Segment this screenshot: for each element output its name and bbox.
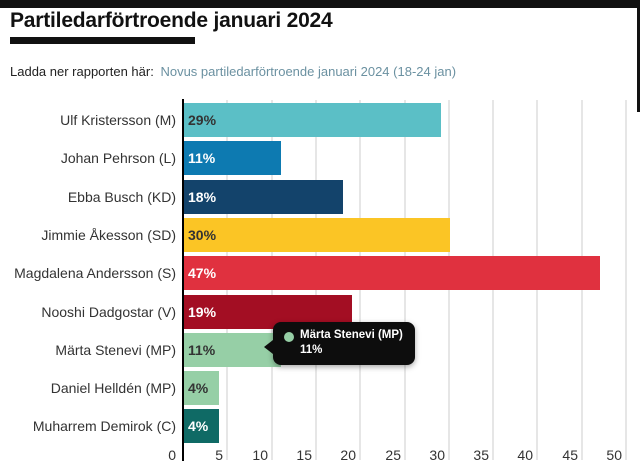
x-tick-label-30: 30 (429, 447, 445, 463)
x-tick-label-15: 15 (296, 447, 312, 463)
category-label: Muharrem Demirok (C) (32, 418, 176, 434)
tooltip-series-name: Märta Stenevi (MP) (300, 329, 403, 341)
title-underline (10, 37, 195, 44)
x-tick-label-45: 45 (562, 447, 578, 463)
category-label: Märta Stenevi (MP) (55, 342, 176, 358)
category-label: Jimmie Åkesson (SD) (41, 227, 176, 243)
bar-muharrem-demirok-c[interactable]: 4% (184, 409, 219, 443)
bar-value-label: 4% (188, 380, 209, 396)
x-tick-label-40: 40 (517, 447, 533, 463)
bar-value-label: 11% (188, 342, 216, 358)
x-tick-label-35: 35 (473, 447, 489, 463)
category-label: Daniel Helldén (MP) (50, 380, 176, 396)
download-report-link[interactable]: Novus partiledarförtroende januari 2024 … (160, 64, 457, 79)
category-label: Nooshi Dadgostar (V) (41, 304, 176, 320)
x-tick-label-20: 20 (340, 447, 356, 463)
gridline-50 (625, 100, 627, 460)
tooltip-arrow (264, 340, 273, 354)
bar-johan-pehrson-l[interactable]: 11% (184, 141, 281, 175)
x-tick-label-50: 50 (606, 447, 622, 463)
x-tick-label-5: 5 (215, 447, 223, 463)
tooltip-value: 11% (300, 344, 323, 356)
tooltip-series-dot (284, 332, 294, 342)
download-label: Ladda ner rapporten här: (10, 64, 154, 79)
category-label: Ulf Kristersson (M) (60, 112, 176, 128)
y-axis-line (182, 99, 184, 461)
bar-value-label: 11% (188, 150, 216, 166)
bar-ulf-kristersson-m[interactable]: 29% (184, 103, 441, 137)
category-label: Magdalena Andersson (S) (14, 265, 176, 281)
x-tick-label-10: 10 (252, 447, 268, 463)
bar-ebba-busch-kd[interactable]: 18% (184, 180, 343, 214)
tooltip: Märta Stenevi (MP) 11% (264, 322, 415, 365)
bar-value-label: 47% (188, 265, 217, 281)
bar-jimmie-kesson-sd[interactable]: 30% (184, 218, 450, 252)
x-tick-label-25: 25 (385, 447, 401, 463)
bar-value-label: 18% (188, 189, 217, 205)
bar-daniel-helld-n-mp[interactable]: 4% (184, 371, 219, 405)
category-label: Ebba Busch (KD) (67, 189, 176, 205)
page-title: Partiledarförtroende januari 2024 (10, 9, 333, 32)
bar-value-label: 30% (188, 227, 217, 243)
download-line: Ladda ner rapporten här: Novus partileda… (10, 64, 456, 79)
category-label: Johan Pehrson (L) (60, 150, 176, 166)
x-tick-label-0: 0 (168, 447, 176, 463)
bar-magdalena-andersson-s[interactable]: 47% (184, 256, 600, 290)
right-edge-line (637, 0, 640, 112)
top-border-bar (0, 0, 640, 8)
bar-value-label: 29% (188, 112, 217, 128)
bar-value-label: 19% (188, 304, 217, 320)
bar-value-label: 4% (188, 418, 209, 434)
